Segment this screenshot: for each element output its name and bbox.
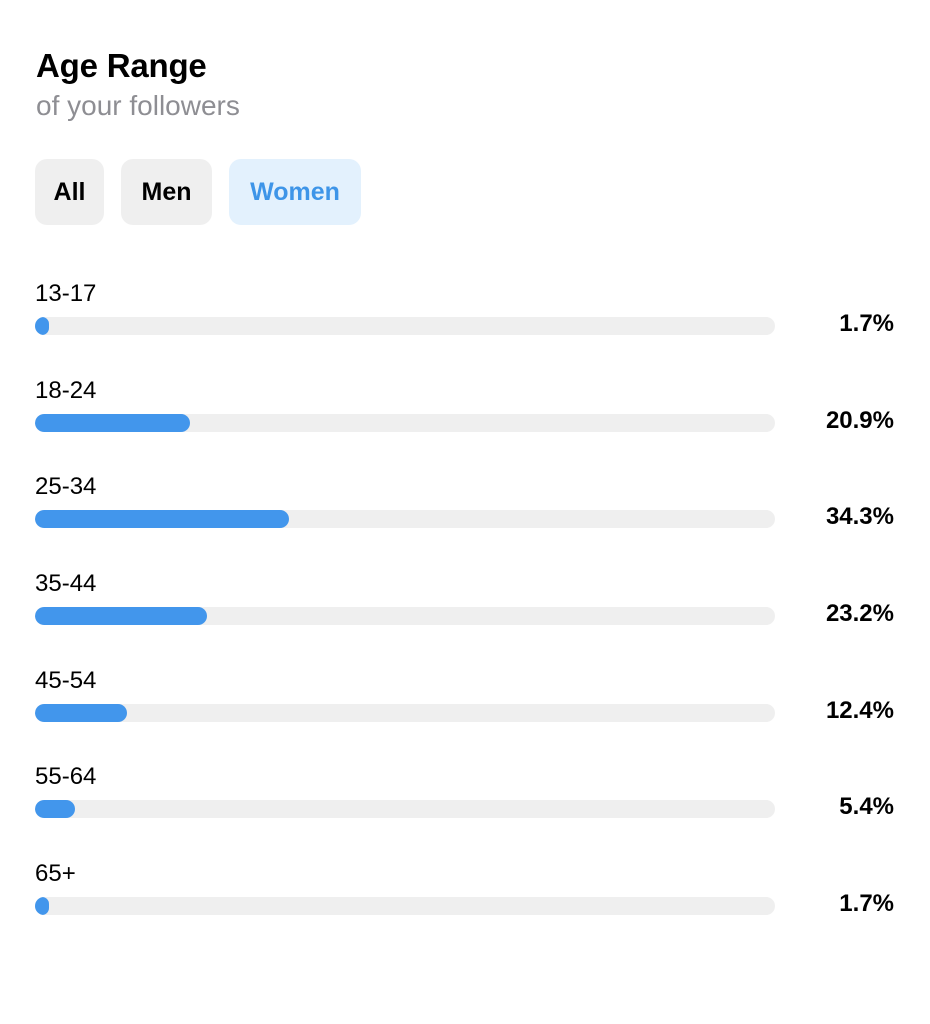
filter-women-button[interactable]: Women [229,159,361,225]
bar-fill [35,800,75,819]
age-row: 55-64 5.4% [0,762,930,859]
page-subtitle: of your followers [36,90,240,121]
age-range-label: 55-64 [35,763,97,791]
bar-track [35,703,775,722]
age-range-label: 35-44 [35,570,97,598]
age-row: 18-24 20.9% [0,376,930,473]
age-range-label: 18-24 [35,376,97,404]
bar-track [35,607,775,626]
percentage-label: 1.7% [839,890,894,918]
bar-fill [35,703,127,722]
bar-fill [35,413,190,432]
age-range-label: 25-34 [35,473,97,501]
filter-all-button[interactable]: All [35,159,104,225]
filter-men-button[interactable]: Men [121,159,212,225]
bar-fill [35,607,207,626]
age-row: 13-17 1.7% [0,279,930,376]
bar-fill [35,897,49,916]
page-title: Age Range [36,47,207,84]
bar-track [35,413,775,432]
age-row: 65+ 1.7% [0,859,930,956]
age-row: 35-44 23.2% [0,569,930,666]
age-row: 25-34 34.3% [0,472,930,569]
gender-filter-tabs: All Men Women [35,159,361,225]
percentage-label: 20.9% [825,406,894,434]
percentage-label: 5.4% [839,793,894,821]
bar-track [35,800,775,819]
percentage-label: 12.4% [825,696,894,724]
bar-fill [35,317,49,335]
bar-track [35,317,775,335]
age-distribution-chart: 13-17 1.7% 18-24 20.9% 25-34 34.3% 35-44 23.2% 4… [0,279,930,956]
bar-track [35,897,775,916]
age-range-label: 45-54 [35,666,97,694]
percentage-label: 23.2% [825,600,894,628]
age-range-label: 65+ [35,860,76,888]
bar-fill [35,510,289,529]
percentage-label: 1.7% [839,310,894,337]
age-row: 45-54 12.4% [0,666,930,763]
age-range-label: 13-17 [35,280,97,307]
bar-track [35,510,775,529]
percentage-label: 34.3% [825,503,894,531]
